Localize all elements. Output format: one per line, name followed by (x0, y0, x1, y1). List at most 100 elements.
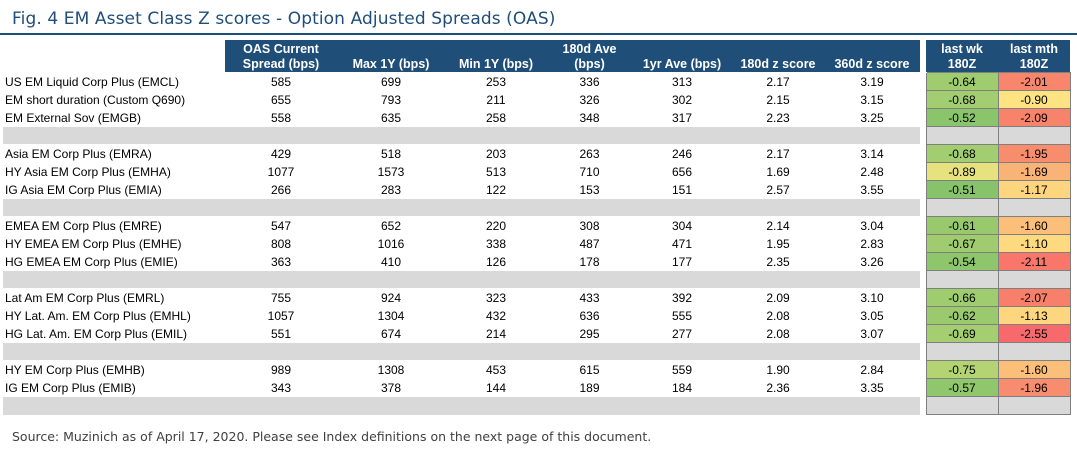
group-separator-row (3, 342, 1071, 361)
separator-cell (547, 270, 632, 289)
separator-cell (225, 396, 337, 415)
ave180-cell: 295 (547, 324, 632, 343)
ave180-cell: 308 (547, 216, 632, 235)
header-max-1y: Max 1Y (bps) (337, 40, 445, 73)
last-mth-zscore-cell: -1.95 (997, 144, 1071, 163)
z360-cell: 3.15 (824, 90, 920, 109)
oas-cell: 343 (225, 378, 337, 397)
separator-cell (337, 270, 445, 289)
last-mth-zscore-cell: -2.55 (997, 324, 1071, 343)
ave1y-cell: 184 (632, 378, 732, 397)
separator-cell (337, 342, 445, 361)
last-wk-zscore-cell: -0.64 (925, 72, 999, 91)
oas-cell: 808 (225, 234, 337, 253)
separator-cell (632, 198, 732, 217)
last-mth-zscore-cell: -1.96 (997, 378, 1071, 397)
z360-cell: 3.04 (824, 216, 920, 235)
ave180-cell: 189 (547, 378, 632, 397)
ave1y-cell: 317 (632, 108, 732, 127)
column-gap (920, 288, 926, 307)
last-wk-zscore-cell: -0.68 (925, 144, 999, 163)
ave1y-cell: 392 (632, 288, 732, 307)
header-oas-current: OAS Current Spread (bps) (225, 40, 337, 73)
z180-cell: 2.17 (732, 72, 824, 91)
oas-cell: 655 (225, 90, 337, 109)
z180-cell: 2.35 (732, 252, 824, 271)
separator-cell (997, 396, 1071, 415)
table-row: HG EMEA EM Corp Plus (EMIE) 363 410 126 178 1… (3, 252, 1071, 271)
separator-cell (925, 342, 999, 361)
last-mth-zscore-cell: -2.11 (997, 252, 1071, 271)
last-mth-zscore-cell: -0.90 (997, 90, 1071, 109)
separator-cell (547, 342, 632, 361)
column-gap (920, 72, 926, 91)
z180-cell: 2.57 (732, 180, 824, 199)
z360-cell: 2.83 (824, 234, 920, 253)
z180-cell: 2.15 (732, 90, 824, 109)
separator-cell (824, 342, 920, 361)
header-180d-zscore: 180d z score (732, 40, 824, 73)
table-row: HY Asia EM Corp Plus (EMHA) 1077 1573 513 71… (3, 162, 1071, 181)
z180-cell: 1.69 (732, 162, 824, 181)
separator-cell (920, 342, 926, 361)
ave1y-cell: 471 (632, 234, 732, 253)
min-cell: 144 (445, 378, 547, 397)
source-footnote: Source: Muzinich as of April 17, 2020. P… (12, 429, 652, 444)
separator-cell (3, 396, 225, 415)
ave180-cell: 433 (547, 288, 632, 307)
separator-cell (632, 396, 732, 415)
oas-cell: 551 (225, 324, 337, 343)
z180-cell: 2.09 (732, 288, 824, 307)
ave180-cell: 326 (547, 90, 632, 109)
ave180-cell: 178 (547, 252, 632, 271)
table-row: Asia EM Corp Plus (EMRA) 429 518 203 263 246 2… (3, 144, 1071, 163)
separator-cell (925, 396, 999, 415)
last-wk-zscore-cell: -0.51 (925, 180, 999, 199)
separator-cell (337, 126, 445, 145)
z180-cell: 2.36 (732, 378, 824, 397)
oas-cell: 1057 (225, 306, 337, 325)
separator-cell (732, 342, 824, 361)
min-cell: 453 (445, 360, 547, 379)
last-mth-zscore-cell: -2.01 (997, 72, 1071, 91)
oas-cell: 558 (225, 108, 337, 127)
min-cell: 323 (445, 288, 547, 307)
separator-cell (337, 396, 445, 415)
ave180-cell: 153 (547, 180, 632, 199)
separator-cell (732, 396, 824, 415)
separator-cell (3, 126, 225, 145)
separator-cell (445, 198, 547, 217)
max-cell: 410 (337, 252, 445, 271)
separator-cell (445, 396, 547, 415)
group-separator-row (3, 198, 1071, 217)
min-cell: 220 (445, 216, 547, 235)
ave180-cell: 487 (547, 234, 632, 253)
separator-cell (732, 270, 824, 289)
separator-cell (920, 126, 926, 145)
last-wk-zscore-cell: -0.54 (925, 252, 999, 271)
table-row: HY EMEA EM Corp Plus (EMHE) 808 1016 338 487… (3, 234, 1071, 253)
header-180d-ave: 180d Ave (bps) (547, 40, 632, 73)
oas-cell: 547 (225, 216, 337, 235)
header-row: OAS Current Spread (bps) Max 1Y (bps) Mi… (3, 40, 1070, 73)
table-row: IG Asia EM Corp Plus (EMIA) 266 283 122 153 1… (3, 180, 1071, 199)
z360-cell: 3.05 (824, 306, 920, 325)
index-name-cell: HG Lat. Am. EM Corp Plus (EMIL) (3, 324, 225, 343)
group-separator-row (3, 396, 1071, 415)
column-gap (920, 162, 926, 181)
last-wk-zscore-cell: -0.57 (925, 378, 999, 397)
max-cell: 1016 (337, 234, 445, 253)
column-gap (920, 216, 926, 235)
ave180-cell: 615 (547, 360, 632, 379)
z180-cell: 1.95 (732, 234, 824, 253)
table-row: US EM Liquid Corp Plus (EMCL) 585 699 253 33… (3, 72, 1071, 91)
separator-cell (732, 198, 824, 217)
separator-cell (445, 270, 547, 289)
min-cell: 253 (445, 72, 547, 91)
max-cell: 924 (337, 288, 445, 307)
oas-cell: 429 (225, 144, 337, 163)
ave1y-cell: 555 (632, 306, 732, 325)
max-cell: 1573 (337, 162, 445, 181)
min-cell: 211 (445, 90, 547, 109)
index-name-cell: Lat Am EM Corp Plus (EMRL) (3, 288, 225, 307)
